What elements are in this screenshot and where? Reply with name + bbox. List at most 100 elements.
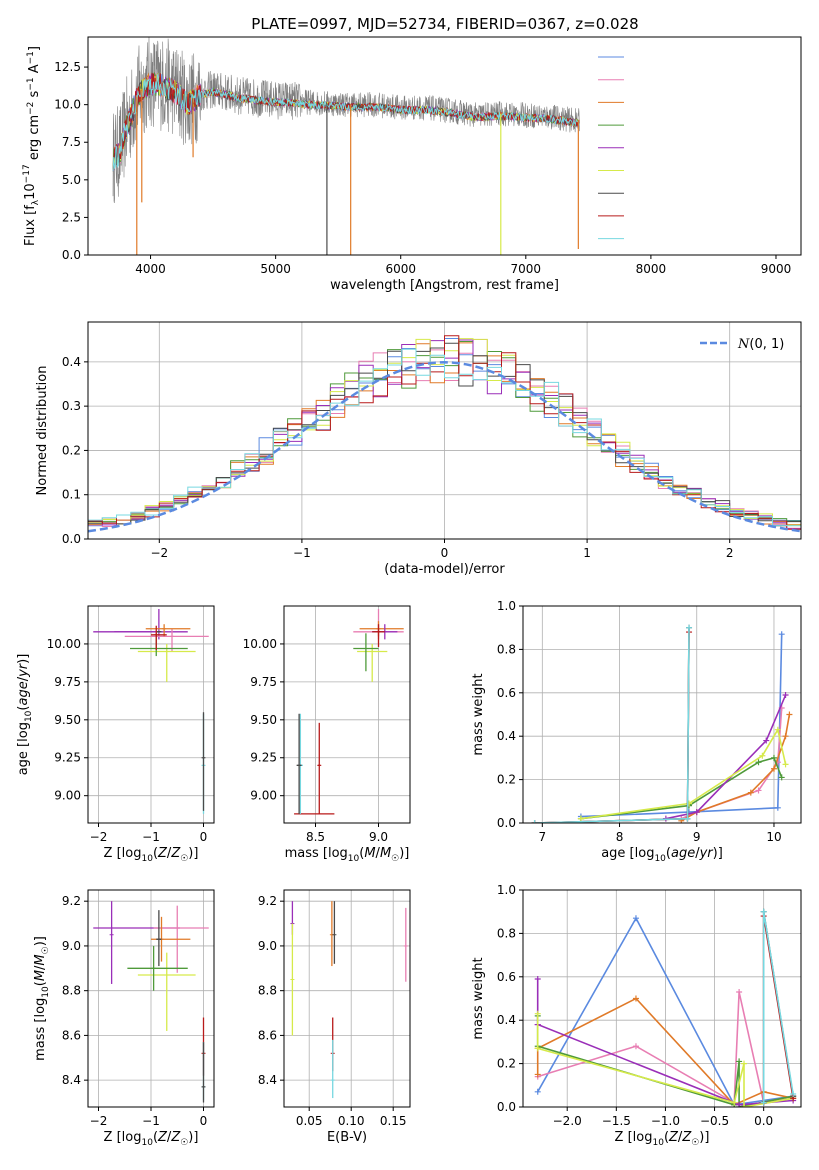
series-marker bbox=[731, 1099, 738, 1106]
grid bbox=[88, 890, 214, 1107]
legend: N(0, 1) bbox=[700, 337, 784, 352]
axes-frame: 4000 5000 6000 7000 8000 9000 0.0 2.5 5.0 7.5 10.0… bbox=[54, 36, 802, 276]
x-axis-label-part: ( bbox=[666, 846, 671, 861]
errorbar-point bbox=[317, 722, 322, 814]
plot-area bbox=[93, 609, 209, 814]
y-tick-label: 8.6 bbox=[62, 1028, 81, 1042]
y-tick-label: 10.00 bbox=[47, 637, 81, 651]
y-tick-label: 0.2 bbox=[62, 443, 81, 457]
y-tick-label: 9.00 bbox=[54, 789, 81, 803]
y-tick-label: 10.0 bbox=[54, 98, 81, 112]
x-axis-label-part: ☉ bbox=[180, 1138, 188, 1148]
y-tick-label: 10.00 bbox=[243, 637, 277, 651]
x-tick-label: 0 bbox=[200, 1114, 208, 1128]
x-axis-label-part: )] bbox=[713, 846, 723, 861]
y-tick-label: 0.0 bbox=[62, 248, 81, 262]
series-line bbox=[534, 627, 690, 823]
x-tick-label: 4000 bbox=[135, 262, 166, 276]
series-marker bbox=[736, 988, 743, 995]
y-tick-label: 0.4 bbox=[497, 1013, 516, 1027]
x-axis-label-part: age bbox=[671, 846, 695, 861]
axes-border bbox=[522, 605, 802, 824]
series-marker bbox=[686, 624, 693, 631]
series-line bbox=[536, 1013, 794, 1107]
series-marker bbox=[531, 820, 538, 823]
y-axis-label-part: ☉ bbox=[41, 946, 51, 954]
y-tick-label: 9.2 bbox=[258, 894, 277, 908]
series-marker bbox=[774, 726, 781, 733]
y-axis-label-part: 10 bbox=[23, 183, 38, 200]
y-tick-label: 0.0 bbox=[497, 816, 516, 830]
y-tick-label: 12.5 bbox=[54, 60, 81, 74]
series-marker bbox=[782, 761, 789, 768]
y-axis-label: mass weight bbox=[471, 957, 486, 1039]
plot-area bbox=[290, 901, 408, 1099]
y-tick-label: 0.6 bbox=[497, 970, 516, 984]
series-kroupa-stelib bbox=[531, 624, 693, 823]
y-tick-label: 9.25 bbox=[54, 751, 81, 765]
plot-area bbox=[294, 609, 404, 815]
series-line bbox=[536, 997, 794, 1106]
axes-frame: −2 −1 0 8.4 8.6 8.8 9.0 9.2 bbox=[62, 889, 215, 1128]
x-tick-label: 0.15 bbox=[380, 1114, 407, 1128]
series-chabrier-stelib bbox=[531, 624, 693, 823]
axes-frame: −2 −1 0 1 2 0.0 0.1 0.2 0.3 0.4 N(0, 1) bbox=[62, 321, 802, 560]
y-axis-label-part: 10 bbox=[24, 710, 34, 722]
series-marker bbox=[693, 809, 700, 816]
errorbar-point bbox=[137, 952, 196, 1031]
y-axis-label-part: mass weight bbox=[471, 957, 486, 1039]
series-line bbox=[580, 727, 787, 820]
series-marker bbox=[790, 1090, 797, 1097]
y-tick-label: 0.3 bbox=[62, 399, 81, 413]
series-marker bbox=[534, 1010, 541, 1017]
axes-border bbox=[283, 605, 411, 824]
x-tick-label: −1 bbox=[142, 830, 160, 844]
x-axis-label-part: ( bbox=[664, 1130, 669, 1145]
series-salpeter-miles bbox=[678, 704, 785, 822]
errorbar-point bbox=[330, 1039, 335, 1099]
y-axis-label-part: A bbox=[27, 64, 42, 77]
x-tick-label: −1 bbox=[142, 1114, 160, 1128]
x-axis-label-part: Z [log bbox=[615, 1130, 653, 1145]
y-tick-label: 8.8 bbox=[62, 984, 81, 998]
series-marker bbox=[770, 754, 777, 761]
series-marker bbox=[684, 815, 691, 822]
series-marker bbox=[770, 765, 777, 772]
x-axis-label-part: 10 bbox=[652, 1138, 664, 1148]
grid bbox=[523, 889, 801, 1108]
x-axis-label: age [log10(age/yr)] bbox=[601, 846, 723, 864]
series-marker bbox=[534, 975, 541, 982]
mass-weight-vs-metallicity-panel: −2.0 −1.5 −1.0 −0.5 0.0 0.0 0.2 0.4 0.6 0.8 1.0 Z [… bbox=[471, 883, 802, 1148]
series-marker bbox=[577, 815, 584, 822]
x-axis-label-part: Z bbox=[157, 1130, 168, 1145]
y-tick-label: 0.8 bbox=[497, 926, 516, 940]
y-tick-label: 1.0 bbox=[497, 599, 516, 613]
x-tick-label: 10 bbox=[766, 830, 781, 844]
normal-distribution-curve bbox=[88, 361, 801, 533]
grid bbox=[284, 890, 410, 1107]
errorbar-point bbox=[290, 923, 295, 1036]
x-axis-label-part: 10 bbox=[141, 1138, 153, 1148]
axes-frame: 0.05 0.10 0.15 8.4 8.6 8.8 9.0 9.2 bbox=[258, 889, 411, 1128]
errorbar-point bbox=[329, 901, 334, 967]
x-tick-label: −0.5 bbox=[700, 1114, 729, 1128]
x-axis-label: E(B-V) bbox=[327, 1130, 367, 1145]
y-axis-label: Normed distribution bbox=[35, 366, 50, 496]
figure-title: PLATE=0997, MJD=52734, FIBERID=0367, z=0… bbox=[251, 15, 638, 33]
series-marker bbox=[778, 631, 785, 638]
x-axis-label-part: mass [log bbox=[285, 846, 348, 861]
y-tick-label: 0.2 bbox=[497, 773, 516, 787]
x-axis-label-part: ( bbox=[153, 1130, 158, 1145]
plot-area bbox=[88, 335, 801, 533]
x-axis-label-part: age [log bbox=[601, 846, 654, 861]
series-marker bbox=[534, 1071, 541, 1078]
errorbar-point bbox=[124, 628, 209, 652]
errorbar-point bbox=[201, 712, 206, 811]
errorbar-point bbox=[156, 910, 162, 967]
axes-frame: 7 8 9 10 0.0 0.2 0.4 0.6 0.8 1.0 bbox=[497, 599, 802, 844]
axes-frame: 8.5 9.0 9.00 9.25 9.50 9.75 10.00 bbox=[243, 605, 411, 844]
y-tick-label: 5.0 bbox=[62, 173, 81, 187]
y-axis-label-part: λ bbox=[31, 199, 41, 205]
